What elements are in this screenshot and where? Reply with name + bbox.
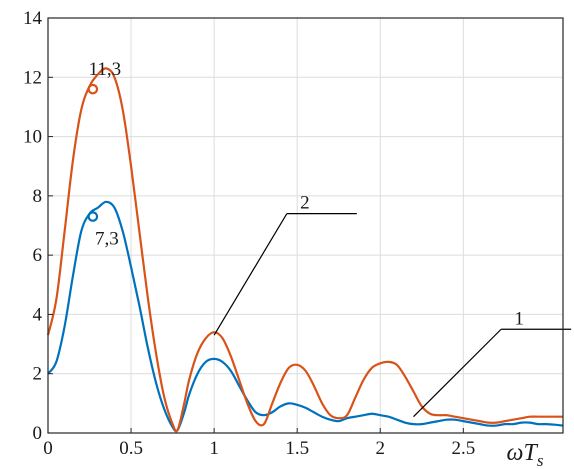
markers-group: 11,3 7,3 — [87, 59, 122, 250]
x-tick-label: 0 — [43, 438, 53, 459]
series-line-1 — [47, 200, 564, 433]
y-tick-label: 0 — [33, 423, 43, 444]
y-tick-label: 12 — [23, 67, 42, 88]
leader-line-1 — [413, 328, 502, 418]
x-axis-label: ωTs — [507, 440, 544, 469]
y-tick-label: 4 — [33, 304, 43, 325]
marker-label-1: 11,3 — [89, 59, 122, 80]
x-tick-label: 2.5 — [451, 438, 475, 459]
x-tick-label: 1.5 — [285, 438, 309, 459]
plot-frame — [47, 17, 564, 434]
x-axis-label-subscript: s — [537, 451, 544, 469]
marker-label-2: 7,3 — [95, 229, 119, 250]
y-tick-label: 8 — [33, 186, 43, 207]
x-tick-label: 2 — [376, 438, 386, 459]
y-tick-label: 6 — [33, 245, 43, 266]
tick-labels: 0 0.5 1 1.5 2 2.5 0 2 4 6 8 10 12 14 — [23, 8, 475, 459]
curve-label-2: 2 — [300, 193, 310, 214]
x-tick-label: 1 — [209, 438, 219, 459]
y-tick-label: 14 — [23, 8, 43, 29]
data-marker-2 — [87, 211, 99, 222]
annotations-group: 21 — [213, 193, 572, 418]
x-tick-label: 0.5 — [119, 438, 143, 459]
curve-label-1: 1 — [514, 308, 524, 329]
x-axis-label-main: ωT — [507, 440, 539, 466]
leader-line-2 — [213, 213, 288, 336]
data-marker-1 — [87, 83, 99, 95]
series-group — [46, 67, 564, 433]
y-tick-label: 10 — [23, 127, 42, 148]
series-line-2 — [46, 67, 563, 433]
y-tick-label: 2 — [33, 364, 43, 385]
